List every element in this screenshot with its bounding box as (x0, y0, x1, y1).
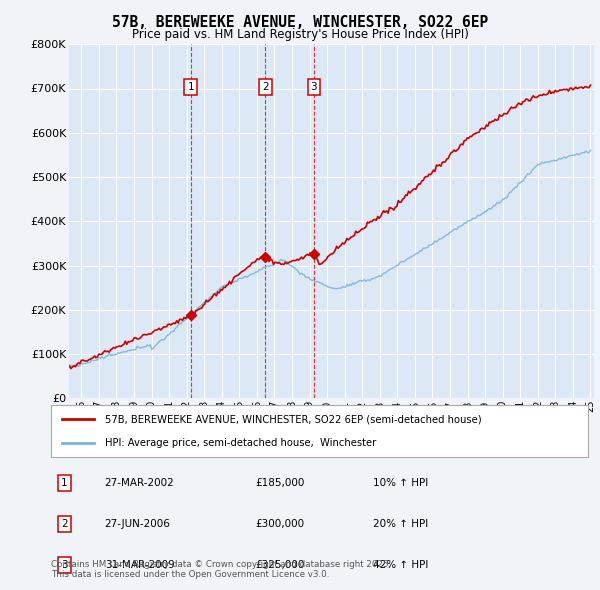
Text: 20% ↑ HPI: 20% ↑ HPI (373, 519, 428, 529)
Text: 57B, BEREWEEKE AVENUE, WINCHESTER, SO22 6EP: 57B, BEREWEEKE AVENUE, WINCHESTER, SO22 … (112, 15, 488, 30)
Text: Price paid vs. HM Land Registry's House Price Index (HPI): Price paid vs. HM Land Registry's House … (131, 28, 469, 41)
Text: £300,000: £300,000 (255, 519, 304, 529)
Text: Contains HM Land Registry data © Crown copyright and database right 2025.
This d: Contains HM Land Registry data © Crown c… (51, 560, 391, 579)
Text: 2: 2 (61, 519, 68, 529)
Text: 10% ↑ HPI: 10% ↑ HPI (373, 478, 428, 488)
Text: £325,000: £325,000 (255, 560, 304, 570)
Text: 1: 1 (61, 478, 68, 488)
Text: 3: 3 (61, 560, 68, 570)
Text: 2: 2 (262, 82, 269, 91)
Text: £185,000: £185,000 (255, 478, 304, 488)
Text: 57B, BEREWEEKE AVENUE, WINCHESTER, SO22 6EP (semi-detached house): 57B, BEREWEEKE AVENUE, WINCHESTER, SO22 … (105, 414, 481, 424)
Text: HPI: Average price, semi-detached house,  Winchester: HPI: Average price, semi-detached house,… (105, 438, 376, 448)
Text: 27-JUN-2006: 27-JUN-2006 (105, 519, 170, 529)
Text: 31-MAR-2009: 31-MAR-2009 (105, 560, 175, 570)
Text: 1: 1 (187, 82, 194, 91)
Text: 42% ↑ HPI: 42% ↑ HPI (373, 560, 428, 570)
Text: 27-MAR-2002: 27-MAR-2002 (105, 478, 175, 488)
Text: 3: 3 (311, 82, 317, 91)
